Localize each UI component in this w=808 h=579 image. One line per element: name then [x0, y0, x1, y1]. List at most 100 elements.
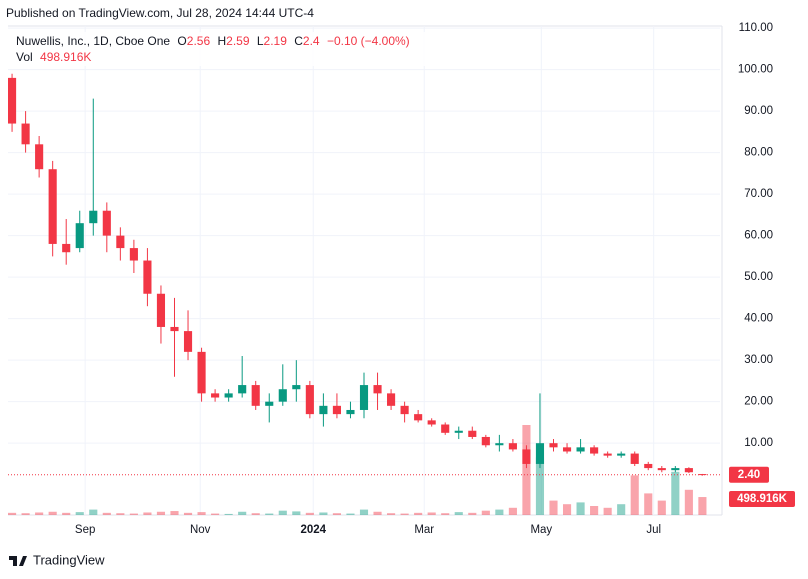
close-label: C: [294, 34, 303, 48]
candle-body: [332, 405, 341, 415]
volume-bar: [143, 512, 152, 515]
candle-body: [617, 453, 626, 456]
candle-body: [508, 443, 517, 450]
volume-bar: [684, 489, 693, 515]
candle-body: [156, 293, 166, 327]
vol-label: Vol: [16, 50, 33, 64]
y-tick-label: 40.00: [744, 313, 773, 325]
volume-bar: [508, 507, 517, 515]
open-label: O: [177, 34, 186, 48]
volume-bar: [305, 512, 314, 515]
legend: Nuwellis, Inc., 1D, Cboe One O2.56 H2.59…: [16, 34, 410, 48]
candle-body: [143, 260, 152, 294]
volume-bar: [590, 506, 599, 515]
candle-body: [603, 453, 612, 456]
open-value: 2.56: [187, 34, 211, 48]
volume-bar: [373, 511, 382, 515]
y-tick-label: 80.00: [744, 147, 773, 159]
candle-body: [427, 420, 436, 425]
volume-layer: [8, 425, 707, 515]
high-label: H: [217, 34, 226, 48]
volume-bar: [535, 457, 545, 515]
volume-bar: [35, 512, 44, 515]
volume-bar: [292, 511, 301, 515]
candle-body: [359, 385, 369, 410]
volume-bar: [211, 513, 220, 515]
volume-bar: [441, 513, 450, 515]
change: −0.10 (−4.00%): [327, 34, 410, 48]
candle-body: [75, 223, 84, 249]
candle-body: [441, 424, 450, 433]
volume-bar: [224, 513, 233, 515]
candle-body: [197, 351, 206, 394]
candle-body: [251, 385, 260, 406]
x-tick-label: Nov: [190, 524, 211, 536]
volume-bar: [21, 513, 30, 515]
candle-body: [373, 385, 382, 394]
candle-body: [62, 243, 71, 253]
volume-bar: [549, 500, 558, 515]
y-tick-label: 30.00: [744, 354, 773, 366]
y-tick-label: 50.00: [744, 271, 773, 283]
candle-body: [211, 393, 220, 398]
volume-bar: [414, 512, 423, 515]
candle-body: [630, 453, 639, 464]
volume-bar: [671, 471, 680, 515]
x-tick-label: May: [530, 524, 552, 536]
candle-body: [549, 443, 558, 448]
volume-bar: [562, 504, 572, 515]
volume-bar: [251, 513, 260, 515]
last-price-label: 2.40: [738, 469, 760, 481]
volume-bar: [630, 475, 639, 515]
candle-body: [35, 144, 44, 170]
volume-bar: [183, 512, 193, 515]
x-tick-label: 2024: [300, 524, 326, 536]
volume-bar: [89, 509, 98, 515]
volume-bar: [48, 511, 57, 515]
footer-brand: TradingView: [33, 552, 105, 567]
candle-body: [224, 393, 233, 398]
candle-body: [116, 235, 125, 249]
y-tick-label: 100.00: [738, 64, 773, 76]
candle-layer: [8, 73, 720, 476]
candle-body: [671, 468, 680, 471]
candle-body: [170, 326, 179, 332]
candle-body: [684, 468, 693, 473]
candle-body: [238, 385, 247, 394]
volume-bar: [332, 513, 341, 515]
candle-body: [522, 449, 531, 464]
y-tick-label: 20.00: [744, 396, 773, 408]
candle-body: [346, 409, 355, 415]
volume-bar: [75, 512, 84, 515]
x-tick-label: Jul: [646, 524, 661, 536]
low-label: L: [257, 34, 264, 48]
candle-body: [535, 443, 545, 464]
candle-body: [48, 169, 57, 244]
volume-bar: [427, 512, 436, 515]
candle-body: [183, 331, 193, 352]
symbol: Nuwellis, Inc., 1D, Cboe One: [16, 34, 170, 48]
last-price-box: [729, 466, 769, 483]
candle-body: [21, 123, 30, 145]
volume-bar: [129, 513, 138, 515]
close-value: 2.4: [303, 34, 320, 48]
volume-bar: [387, 513, 396, 515]
volume-bar: [603, 507, 612, 515]
candle-body: [102, 210, 111, 236]
candle-body: [8, 77, 17, 124]
volume-bar: [197, 512, 206, 515]
axes: 10.00 20.00 30.00 40.00 50.00 60.00 70.00 80.00…: [75, 22, 795, 536]
candle-body: [387, 393, 396, 406]
volume-bar: [278, 510, 287, 515]
volume-bar: [657, 500, 666, 515]
volume-bar: [359, 509, 369, 515]
volume-bar: [265, 513, 274, 515]
candle-body: [292, 385, 301, 390]
vol-value: 498.916K: [40, 50, 91, 64]
y-tick-label: 10.00: [744, 437, 773, 449]
tv-logo: [9, 556, 27, 566]
volume-bar: [468, 512, 477, 515]
candle-body: [129, 248, 138, 261]
volume-bar: [170, 511, 179, 515]
grid: [8, 26, 720, 515]
